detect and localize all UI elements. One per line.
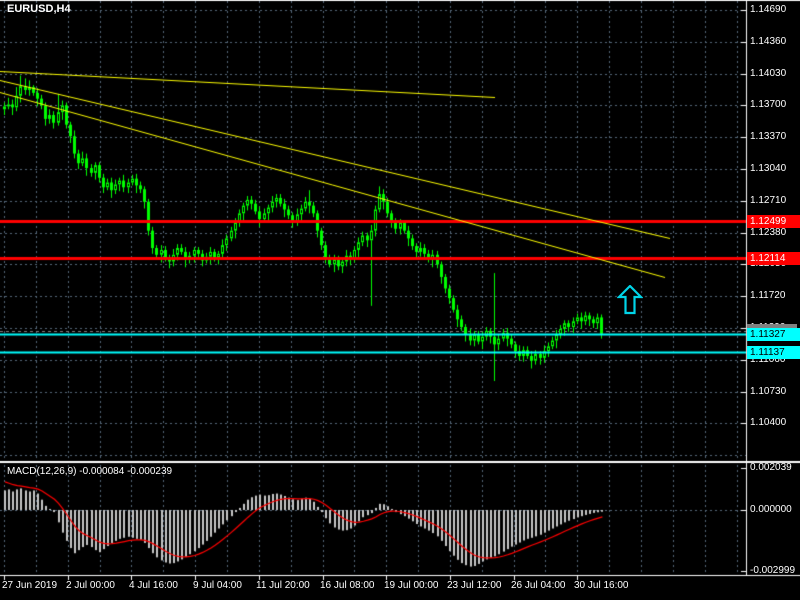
- price-axis-label: 1.14030: [750, 68, 787, 79]
- price-tag-resistance-2: 1.12114: [747, 252, 800, 265]
- price-axis-label: 1.14690: [750, 4, 787, 15]
- price-axis-label: 1.12380: [750, 227, 787, 238]
- time-axis-label: 23 Jul 12:00: [447, 580, 502, 591]
- macd-axis-label: 0.000000: [750, 504, 792, 515]
- price-tag-support-1: 1.11327: [747, 328, 800, 341]
- time-axis-label: 4 Jul 16:00: [129, 580, 178, 591]
- price-axis-label: 1.12710: [750, 195, 787, 206]
- macd-axis-label: 0.002039: [750, 462, 792, 473]
- time-axis-label: 26 Jul 04:00: [511, 580, 566, 591]
- time-axis-label: 2 Jul 00:00: [66, 580, 115, 591]
- price-axis-label: 1.13040: [750, 163, 787, 174]
- time-axis-label: 9 Jul 04:00: [193, 580, 242, 591]
- up-arrow-icon[interactable]: [617, 285, 643, 315]
- price-axis-label: 1.14360: [750, 36, 787, 47]
- price-axis-label: 1.10400: [750, 417, 787, 428]
- price-axis-label: 1.13700: [750, 99, 787, 110]
- time-axis-label: 19 Jul 00:00: [384, 580, 439, 591]
- price-tag-support-2: 1.11137: [747, 346, 800, 359]
- price-tag-resistance-1: 1.12499: [747, 215, 800, 228]
- time-axis-label: 30 Jul 16:00: [574, 580, 629, 591]
- price-axis-label: 1.13370: [750, 131, 787, 142]
- chart-symbol-title: EURUSD,H4: [7, 3, 71, 15]
- macd-indicator-label: MACD(12,26,9) -0.000084 -0.000239: [7, 466, 173, 477]
- price-axis-label: 1.10730: [750, 386, 787, 397]
- macd-axis-label: -0.002999: [750, 565, 796, 576]
- price-axis-label: 1.11060: [750, 354, 786, 365]
- price-axis-label: 1.11720: [750, 290, 786, 301]
- time-axis-label: 27 Jun 2019: [2, 580, 58, 591]
- time-axis-label: 16 Jul 08:00: [320, 580, 375, 591]
- time-axis-label: 11 Jul 20:00: [256, 580, 310, 591]
